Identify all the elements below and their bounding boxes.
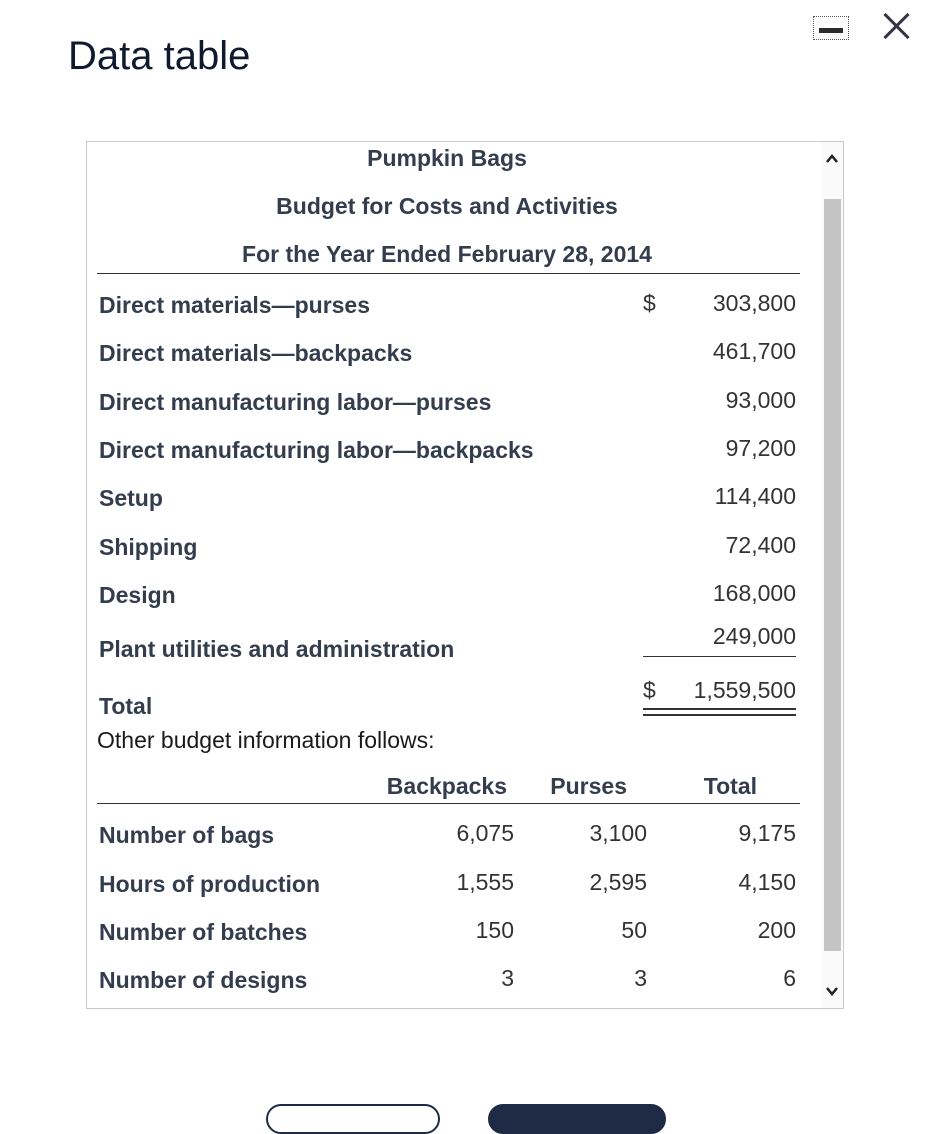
cost-label: Setup bbox=[99, 485, 163, 511]
chevron-down-icon[interactable] bbox=[825, 984, 839, 998]
company-name: Pumpkin Bags bbox=[367, 145, 527, 171]
col-header-backpacks: Backpacks bbox=[386, 773, 507, 799]
cost-label: Plant utilities and administration bbox=[99, 636, 455, 662]
other-info-intro: Other budget information follows: bbox=[97, 727, 435, 753]
cost-label: Direct manufacturing labor—backpacks bbox=[99, 437, 534, 463]
minimize-button[interactable] bbox=[813, 16, 849, 40]
total-double-rule-bottom bbox=[643, 714, 796, 716]
activity-value: 6 bbox=[783, 965, 796, 991]
activity-value: 50 bbox=[621, 917, 647, 943]
col-header-purses: Purses bbox=[550, 773, 627, 799]
activity-label: Hours of production bbox=[99, 871, 321, 897]
currency-symbol: $ bbox=[643, 290, 656, 316]
cost-value: 97,200 bbox=[725, 435, 796, 461]
header-rule bbox=[97, 273, 800, 274]
vertical-scrollbar[interactable] bbox=[822, 142, 843, 1008]
total-value: 1,559,500 bbox=[693, 677, 796, 703]
report-subtitle: Budget for Costs and Activities bbox=[276, 193, 618, 219]
cost-value: 303,800 bbox=[712, 290, 796, 316]
cost-value: 114,400 bbox=[714, 483, 796, 509]
cost-label: Direct materials—purses bbox=[99, 292, 371, 318]
data-table-panel: Pumpkin Bags Budget for Costs and Activi… bbox=[86, 141, 844, 1009]
currency-symbol: $ bbox=[643, 677, 656, 703]
dialog-title: Data table bbox=[68, 34, 251, 78]
footer-button-right[interactable] bbox=[488, 1104, 666, 1134]
activity-value: 3 bbox=[501, 965, 514, 991]
activity-label: Number of bags bbox=[99, 822, 275, 848]
activity-value: 3,100 bbox=[589, 820, 647, 846]
total-label: Total bbox=[99, 693, 153, 719]
minimize-icon bbox=[819, 28, 843, 33]
activity-value: 1,555 bbox=[456, 869, 514, 895]
activity-value: 3 bbox=[634, 965, 647, 991]
activity-value: 150 bbox=[475, 917, 514, 943]
activity-value: 6,075 bbox=[456, 820, 514, 846]
total-double-rule-top bbox=[643, 708, 796, 710]
cost-value: 93,000 bbox=[725, 387, 796, 413]
cost-value: 461,700 bbox=[712, 338, 796, 364]
cost-label: Design bbox=[99, 582, 176, 608]
cost-value: 168,000 bbox=[712, 580, 796, 606]
subtotal-rule bbox=[643, 656, 796, 657]
report-period: For the Year Ended February 28, 2014 bbox=[242, 241, 652, 267]
other-header-rule bbox=[97, 803, 800, 804]
cost-value: 249,000 bbox=[712, 623, 796, 649]
footer-button-left[interactable] bbox=[266, 1104, 440, 1134]
activity-value: 200 bbox=[757, 917, 796, 943]
activity-value: 2,595 bbox=[589, 869, 647, 895]
activity-value: 9,175 bbox=[738, 820, 796, 846]
col-header-total: Total bbox=[703, 773, 757, 799]
cost-label: Direct manufacturing labor—purses bbox=[99, 389, 492, 415]
chevron-up-icon[interactable] bbox=[825, 152, 839, 166]
cost-label: Direct materials—backpacks bbox=[99, 340, 413, 366]
close-button[interactable] bbox=[876, 6, 916, 46]
scrollbar-thumb[interactable] bbox=[824, 199, 841, 951]
activity-label: Number of designs bbox=[99, 967, 308, 993]
cost-label: Shipping bbox=[99, 534, 198, 560]
cost-value: 72,400 bbox=[725, 532, 796, 558]
activity-label: Number of batches bbox=[99, 919, 308, 945]
activity-value: 4,150 bbox=[738, 869, 796, 895]
